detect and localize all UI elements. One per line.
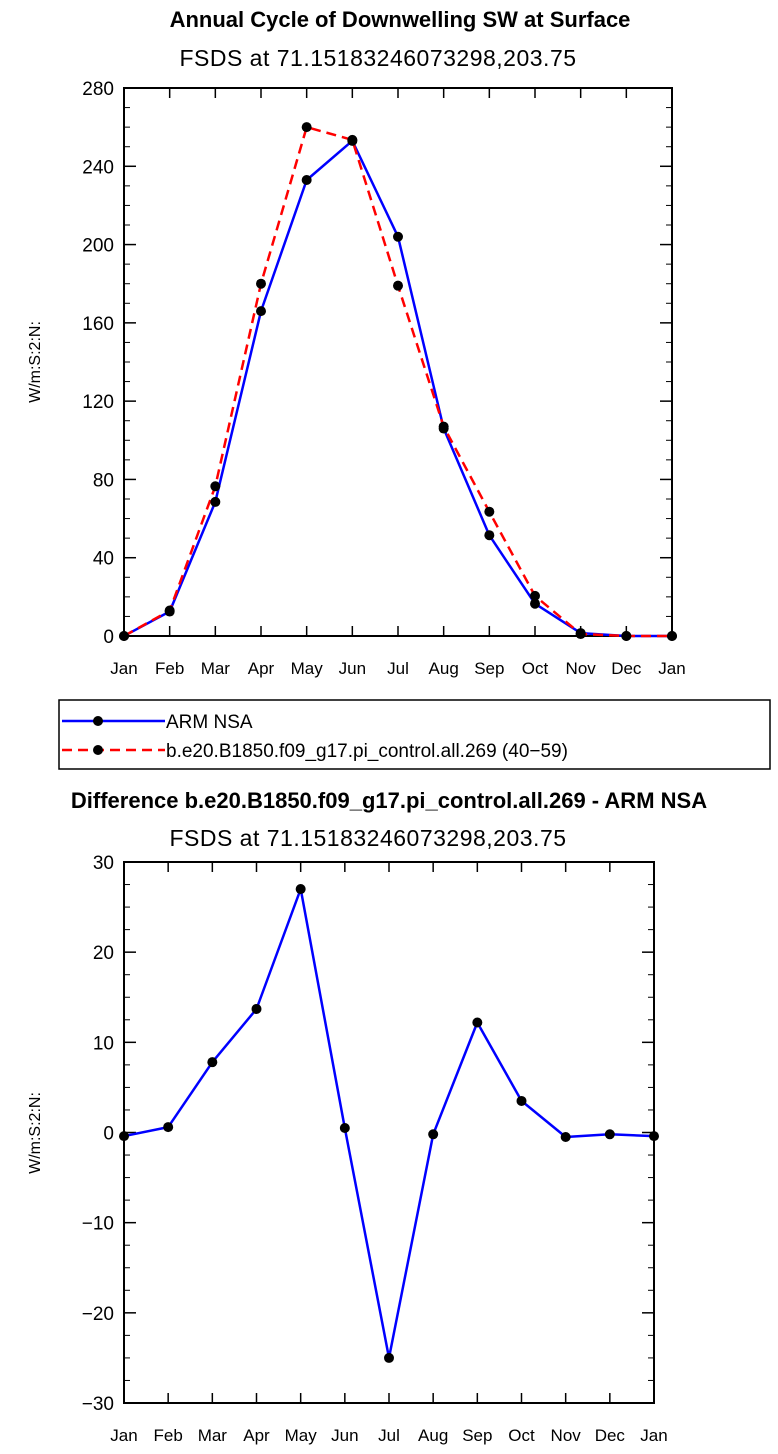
legend-marker-arm-nsa — [93, 716, 103, 726]
chart1-series-1-point — [164, 605, 175, 616]
chart1-x-tick-label: Jan — [110, 659, 137, 678]
chart2-y-tick-label: 20 — [93, 943, 114, 964]
legend-box — [58, 699, 771, 770]
chart1-series-0-line — [123, 139, 672, 638]
chart1-x-tick-label: Jan — [658, 659, 685, 678]
chart2-y-tick-label: −30 — [82, 1394, 114, 1415]
chart2-subtitle: FSDS at 71.15183246073298,203.75 — [169, 825, 566, 851]
chart1-x-tick-label: May — [291, 659, 324, 678]
chart2-x-tick-label: May — [285, 1426, 318, 1445]
chart1-y-tick-label: 240 — [82, 157, 114, 178]
chart1-y-tick-label: 200 — [82, 236, 114, 257]
chart1-x-tick-label: Aug — [429, 659, 459, 678]
chart2-series-0-point — [339, 1122, 350, 1133]
chart2-x-tick-label: Oct — [508, 1426, 535, 1445]
chart1-x-tick-label: Apr — [248, 659, 275, 678]
chart2-y-tick-label: −10 — [82, 1214, 114, 1235]
chart2-x-tick-label: Nov — [551, 1426, 582, 1445]
chart1-series-1-point — [301, 122, 312, 133]
chart2-x-tick-label: Jan — [110, 1426, 137, 1445]
chart1-series-1-point — [347, 134, 358, 145]
chart1-series-1-point — [621, 631, 632, 641]
chart1-x-tick-label: Sep — [474, 659, 504, 678]
chart1-series-0-point — [210, 496, 221, 507]
chart1-x-tick-label: Feb — [155, 659, 184, 678]
chart2-series-0-point — [560, 1132, 571, 1143]
chart2-x-tick-label: Jan — [640, 1426, 667, 1445]
chart1-y-tick-label: 120 — [82, 392, 114, 413]
chart2-title: Difference b.e20.B1850.f09_g17.pi_contro… — [71, 788, 707, 813]
chart1-x-tick-label: Oct — [522, 659, 549, 678]
chart2-series-0-point — [119, 1131, 129, 1142]
chart2-y-tick-label: 0 — [103, 1124, 114, 1145]
chart2-y-tick-label: 10 — [93, 1033, 114, 1054]
chart2-x-tick-label: Apr — [243, 1426, 270, 1445]
chart1-ylabel: W/m:S:2:N: — [27, 321, 44, 403]
chart1-y-tick-label: 80 — [93, 470, 114, 491]
legend-label-model: b.e20.B1850.f09_g17.pi_control.all.269 (… — [166, 741, 568, 762]
chart1-y-tick-label: 40 — [93, 549, 114, 570]
chart1-x-tick-label: Jun — [339, 659, 366, 678]
chart1-series-1-point — [393, 280, 403, 291]
chart1-plot: Jan Feb Mar Apr May Jun Jul Aug Sep Oct Nov Dec Jan 0… — [82, 79, 685, 678]
chart1-subtitle: FSDS at 71.15183246073298,203.75 — [179, 45, 576, 71]
chart2-x-tick-label: Feb — [154, 1426, 183, 1445]
chart1-series-1-point — [484, 506, 495, 517]
chart2-series-0-point — [428, 1129, 439, 1140]
legend-marker-model — [93, 745, 103, 755]
chart1-series-0-point — [256, 306, 266, 317]
chart1-series-0-point — [530, 598, 540, 609]
chart2-x-tick-label: Jul — [378, 1426, 400, 1445]
chart1-x-tick-label: Mar — [201, 659, 231, 678]
chart2-series-0-point — [472, 1017, 483, 1028]
chart2-x-tick-label: Mar — [198, 1426, 228, 1445]
chart1-series-1-point — [438, 421, 449, 432]
chart1-y-tick-label: 160 — [82, 314, 114, 335]
chart1-series-0-point — [301, 174, 312, 185]
chart2-y-tick-label: 30 — [93, 853, 114, 874]
chart2-series-0-point — [604, 1129, 615, 1140]
chart2-series-0-point — [516, 1095, 527, 1106]
chart1-series-1-point — [667, 631, 677, 641]
chart2-series-0-point — [384, 1352, 394, 1363]
chart1-series-0-point — [393, 231, 403, 242]
chart1-axes-frame — [123, 87, 673, 637]
chart2-ylabel: W/m:S:2:N: — [27, 1092, 44, 1174]
chart1-series-1-point — [119, 631, 129, 641]
chart1-series-1-point — [256, 278, 266, 289]
chart1-series-0-point — [484, 530, 495, 541]
chart1-y-tick-label: 280 — [82, 79, 114, 100]
chart2-series-0-point — [649, 1131, 659, 1142]
chart2-series-0-line — [123, 887, 655, 1360]
chart1-x-tick-label: Nov — [566, 659, 597, 678]
chart1-series-1-point — [210, 481, 221, 492]
chart2-plot: Jan Feb Mar Apr May Jun Jul Aug Sep Oct Nov Dec Jan −… — [82, 853, 668, 1445]
chart1-series-1-point — [575, 629, 586, 640]
chart2-x-tick-label: Aug — [418, 1426, 448, 1445]
chart2-x-tick-label: Dec — [595, 1426, 626, 1445]
chart2-y-tick-label: −20 — [82, 1304, 114, 1325]
chart1-x-tick-label: Jul — [387, 659, 409, 678]
chart2-axes-frame — [123, 861, 655, 1404]
chart1-legend: ARM NSA b.e20.B1850.f09_g17.pi_control.a… — [58, 699, 771, 770]
chart1-x-tick-label: Dec — [611, 659, 642, 678]
chart2-series-0-point — [207, 1057, 218, 1068]
chart2-series-0-point — [295, 884, 306, 895]
chart1-series-1-line — [123, 125, 672, 638]
chart2-x-tick-label: Sep — [462, 1426, 492, 1445]
legend-label-arm-nsa: ARM NSA — [166, 712, 253, 733]
chart2-x-tick-label: Jun — [331, 1426, 358, 1445]
chart1-series-1-point — [530, 590, 540, 601]
chart2-series-0-point — [251, 1003, 262, 1014]
chart2-series-0-point — [163, 1122, 174, 1133]
chart1-title: Annual Cycle of Downwelling SW at Surfac… — [170, 7, 631, 32]
chart1-y-tick-label: 0 — [103, 627, 114, 648]
